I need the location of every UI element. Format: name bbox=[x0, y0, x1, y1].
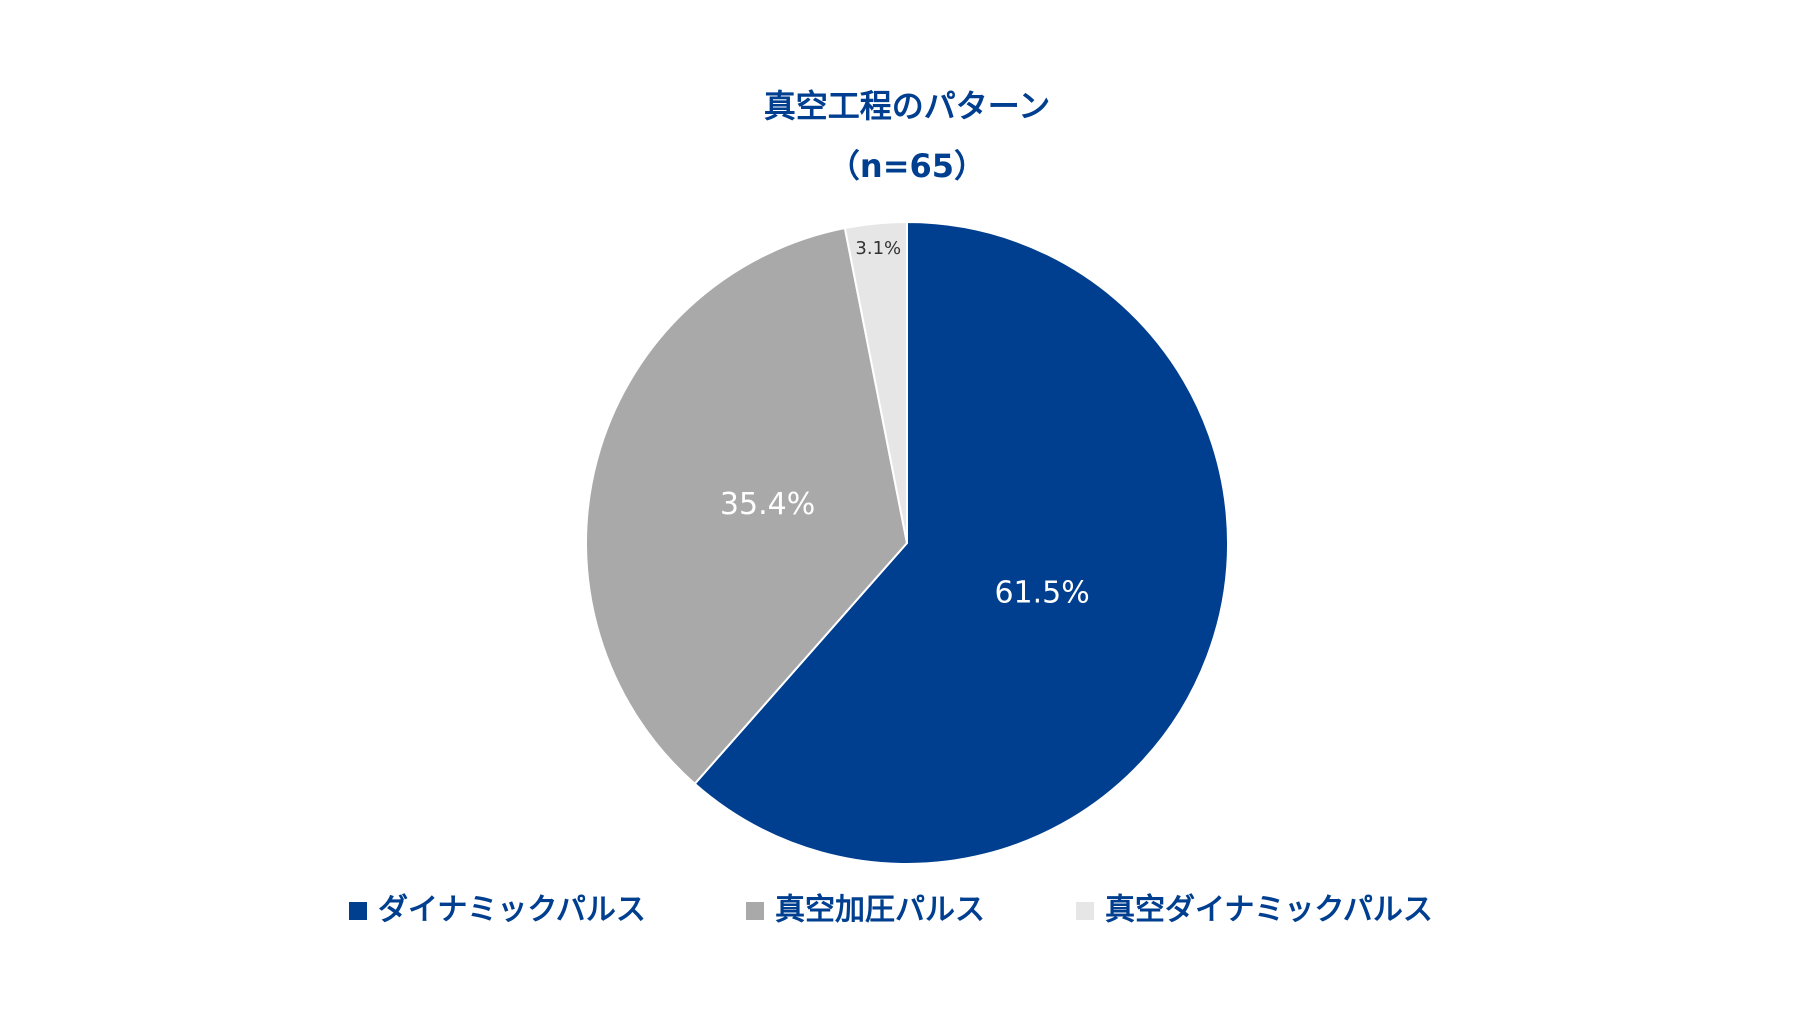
legend-label: ダイナミックパルス bbox=[378, 893, 646, 928]
legend-swatch bbox=[349, 902, 367, 920]
chart-subtitle: （n=65） bbox=[828, 147, 986, 185]
legend-swatch bbox=[1076, 902, 1094, 920]
pie-slice bbox=[585, 226, 909, 786]
data-label: 3.1% bbox=[855, 238, 901, 259]
pie-slice bbox=[843, 220, 908, 544]
chart-title: 真空工程のパターン bbox=[764, 87, 1050, 125]
pie-slice bbox=[693, 220, 1229, 865]
data-label: 61.5% bbox=[994, 576, 1089, 611]
data-label: 35.4% bbox=[720, 487, 815, 522]
legend-swatch bbox=[746, 902, 764, 920]
legend-label: 真空ダイナミックパルス bbox=[1105, 893, 1433, 928]
legend-label: 真空加圧パルス bbox=[775, 893, 985, 928]
